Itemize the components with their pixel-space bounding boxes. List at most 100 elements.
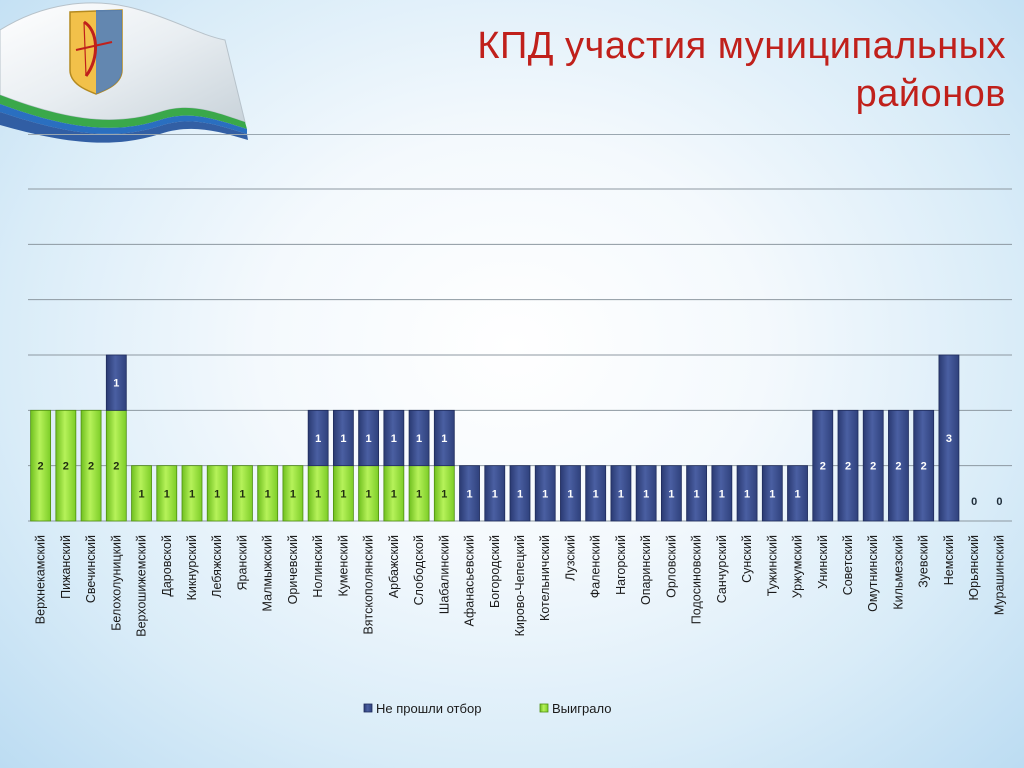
bar-rejected bbox=[761, 465, 783, 522]
bar-rejected bbox=[332, 409, 354, 467]
data-label-won: 1 bbox=[189, 488, 195, 500]
data-label-rejected: 1 bbox=[492, 488, 498, 500]
bar-won bbox=[181, 465, 203, 522]
category-label: Зуевский bbox=[917, 535, 931, 588]
bar-won bbox=[131, 465, 152, 522]
data-label-rejected: 1 bbox=[567, 488, 573, 500]
bar-rejected bbox=[913, 409, 935, 522]
bar-rejected bbox=[105, 354, 127, 411]
category-label: Нагорский bbox=[614, 535, 628, 595]
legend-swatch bbox=[539, 703, 549, 713]
bar-won bbox=[257, 465, 279, 522]
bar-rejected bbox=[787, 465, 808, 522]
category-label: Советский bbox=[841, 535, 855, 595]
category-label: Лебяжский bbox=[210, 535, 224, 598]
data-label-rejected: 1 bbox=[719, 488, 725, 500]
bar-rejected bbox=[686, 465, 708, 522]
data-label-won: 1 bbox=[164, 488, 170, 500]
data-label-rejected: 1 bbox=[366, 433, 372, 445]
data-label-won: 1 bbox=[441, 488, 447, 500]
category-label: Верхнекамский bbox=[34, 535, 48, 624]
data-label-won: 2 bbox=[88, 461, 94, 473]
category-label: Котельничский bbox=[538, 535, 552, 621]
legend-label: Выиграло bbox=[552, 701, 611, 716]
bar-won bbox=[55, 409, 77, 522]
bar-won bbox=[80, 409, 102, 522]
bar-rejected bbox=[585, 465, 607, 522]
data-label-rejected: 2 bbox=[895, 461, 901, 473]
category-label: Даровской bbox=[160, 535, 174, 597]
data-label-won: 2 bbox=[38, 461, 44, 473]
legend-label: Не прошли отбор bbox=[376, 701, 481, 716]
bar-rejected bbox=[358, 409, 380, 467]
bar-rejected bbox=[635, 465, 657, 522]
bar-rejected bbox=[484, 465, 506, 522]
category-label: Санчурский bbox=[715, 535, 729, 603]
category-label: Сунский bbox=[740, 535, 754, 583]
data-label-won: 2 bbox=[63, 461, 69, 473]
bar-won bbox=[30, 409, 52, 522]
data-label-won: 1 bbox=[214, 488, 220, 500]
category-label: Немский bbox=[942, 535, 956, 585]
data-label-rejected: 1 bbox=[113, 378, 119, 390]
bar-rejected bbox=[812, 409, 834, 522]
data-label-rejected: 1 bbox=[416, 433, 422, 445]
kirov-flag-icon bbox=[0, 2, 248, 143]
bar-rejected bbox=[459, 465, 480, 522]
data-label-won: 1 bbox=[290, 488, 296, 500]
data-label-rejected: 1 bbox=[593, 488, 599, 500]
data-label-won: 1 bbox=[340, 488, 346, 500]
bar-rejected bbox=[660, 465, 682, 522]
data-label-won: 1 bbox=[239, 488, 245, 500]
data-label-rejected: 1 bbox=[643, 488, 649, 500]
bar-rejected bbox=[610, 465, 632, 522]
bar-rejected bbox=[433, 409, 455, 467]
data-label-rejected: 1 bbox=[466, 488, 472, 500]
data-label-rejected: 1 bbox=[391, 433, 397, 445]
page-title: КПД участия муниципальных районов bbox=[477, 25, 1006, 115]
bar-won bbox=[232, 465, 253, 522]
category-label: Опаринский bbox=[639, 535, 653, 605]
bar-rejected bbox=[408, 409, 430, 467]
data-label-rejected: 1 bbox=[794, 488, 800, 500]
category-label: Унинский bbox=[816, 535, 830, 589]
category-label: Белохолуницкий bbox=[109, 535, 123, 631]
category-label: Омутнинский bbox=[866, 535, 880, 612]
category-label: Шабалинский bbox=[437, 535, 451, 614]
bar-rejected bbox=[560, 465, 581, 522]
bar-rejected bbox=[888, 409, 909, 522]
category-label: Тужинский bbox=[765, 535, 779, 596]
bar-rejected bbox=[383, 409, 405, 467]
category-label: Яранский bbox=[235, 535, 249, 591]
data-label-won: 1 bbox=[416, 488, 422, 500]
category-label: Вятскополянский bbox=[362, 535, 376, 634]
data-label-zero: 0 bbox=[971, 496, 977, 508]
bar-rejected bbox=[307, 409, 329, 467]
category-label: Богородский bbox=[488, 535, 502, 608]
data-label-won: 1 bbox=[391, 488, 397, 500]
data-label-rejected: 2 bbox=[870, 461, 876, 473]
category-label: Нолинский bbox=[311, 535, 325, 598]
category-label: Юрьянский bbox=[967, 535, 981, 600]
category-label: Верхошижемский bbox=[135, 535, 149, 637]
bar-rejected bbox=[509, 465, 531, 522]
data-label-won: 1 bbox=[265, 488, 271, 500]
category-label: Малмыжский bbox=[261, 535, 275, 611]
data-label-rejected: 2 bbox=[845, 461, 851, 473]
category-label: Уржумский bbox=[791, 535, 805, 598]
data-label-won: 1 bbox=[366, 488, 372, 500]
category-label: Подосиновский bbox=[690, 535, 704, 624]
category-label: Лузский bbox=[563, 535, 577, 581]
category-label: Пижанский bbox=[59, 535, 73, 599]
bar-won bbox=[282, 465, 304, 522]
category-label: Мурашинский bbox=[992, 535, 1006, 615]
category-label: Кикнурский bbox=[185, 535, 199, 600]
bar-rejected bbox=[862, 409, 884, 522]
data-label-rejected: 1 bbox=[769, 488, 775, 500]
category-label: Арбажский bbox=[387, 535, 401, 598]
data-label-rejected: 1 bbox=[340, 433, 346, 445]
data-label-rejected: 3 bbox=[946, 433, 952, 445]
data-label-rejected: 1 bbox=[618, 488, 624, 500]
category-label: Кирово-Чепецкий bbox=[513, 535, 527, 636]
